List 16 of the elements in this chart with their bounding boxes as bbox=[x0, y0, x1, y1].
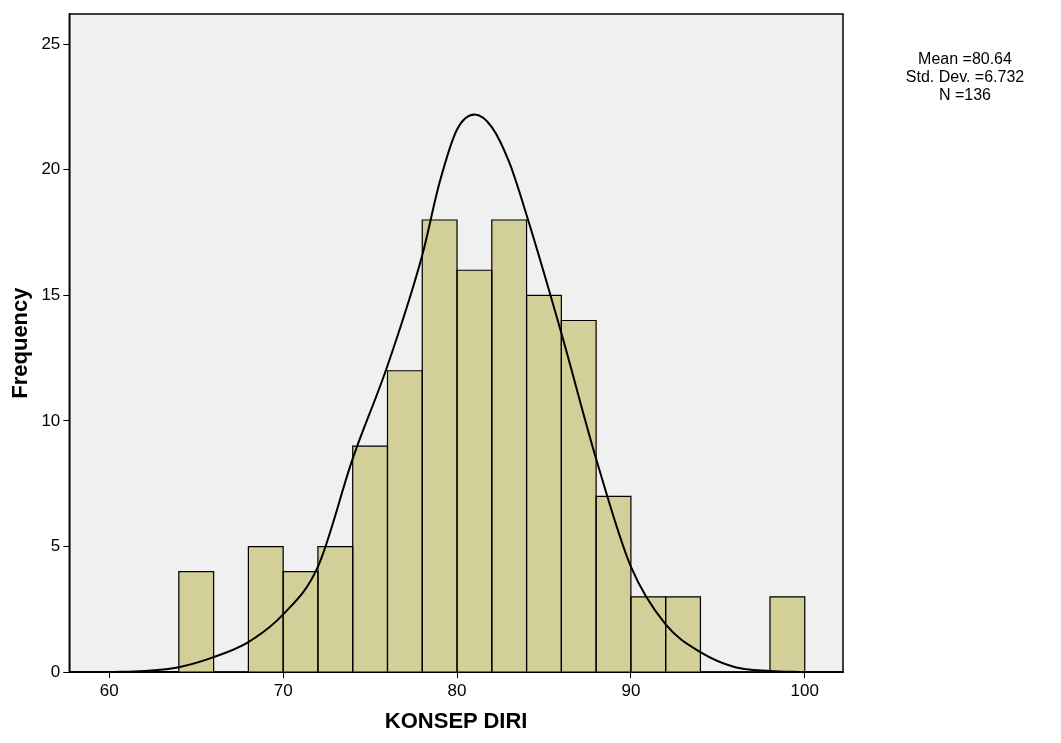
text: N =136 bbox=[937, 86, 992, 104]
text: Std. Dev. =6.732 bbox=[904, 68, 1026, 86]
x-tick-label: 70 bbox=[273, 681, 293, 701]
x-tick-label: 60 bbox=[99, 681, 119, 701]
x-axis-title: KONSEP DIRI bbox=[384, 707, 528, 733]
y-tick-label: 5 bbox=[50, 536, 61, 556]
text: Mean =80.64 bbox=[917, 50, 1013, 68]
y-tick-label: 15 bbox=[41, 285, 61, 305]
x-tick-label: 90 bbox=[621, 681, 641, 701]
y-tick-label: 0 bbox=[50, 661, 61, 681]
y-tick-label: 25 bbox=[41, 33, 61, 53]
x-tick-label: 100 bbox=[790, 681, 819, 701]
y-axis-title: Frequency bbox=[7, 286, 33, 399]
y-tick-label: 10 bbox=[41, 410, 61, 430]
y-tick-label: 20 bbox=[41, 159, 61, 179]
x-tick-label: 80 bbox=[447, 681, 467, 701]
